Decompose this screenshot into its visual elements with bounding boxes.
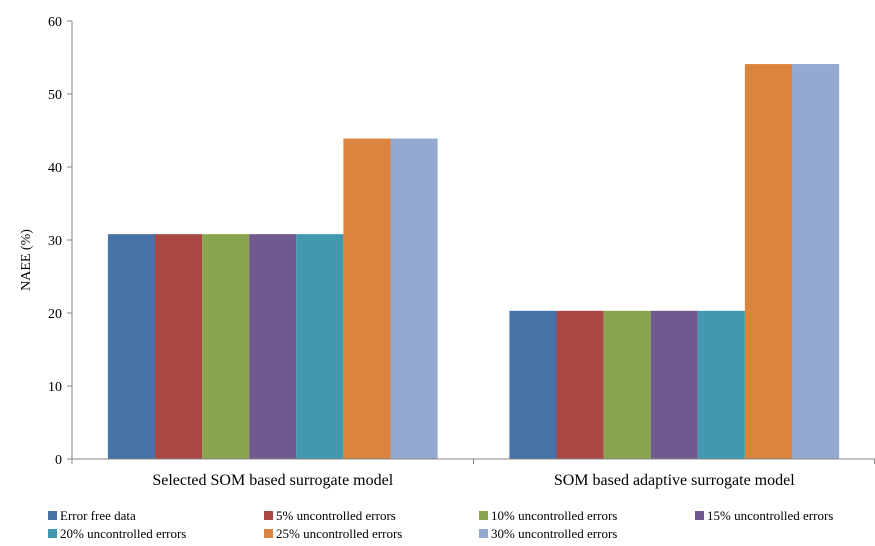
bar — [792, 64, 840, 459]
legend-swatch — [48, 511, 57, 520]
y-tick-marks — [67, 20, 72, 460]
bar — [343, 138, 391, 459]
legend-label: Error free data — [60, 508, 136, 523]
bar — [509, 310, 557, 459]
legend-item: 5% uncontrolled errors — [264, 508, 396, 524]
legend-item: 15% uncontrolled errors — [695, 508, 833, 524]
bar — [296, 234, 344, 459]
legend-item: 20% uncontrolled errors — [48, 526, 186, 542]
bar — [155, 234, 203, 459]
legend-swatch — [264, 529, 273, 538]
legend-label: 10% uncontrolled errors — [491, 508, 618, 523]
bar — [390, 138, 438, 459]
y-tick-label: 40 — [48, 161, 62, 176]
y-tick-label: 10 — [48, 380, 62, 395]
bar — [556, 310, 604, 459]
x-tick-marks — [71, 459, 875, 464]
x-category-label: SOM based adaptive surrogate model — [554, 472, 795, 489]
legend-swatch — [479, 511, 488, 520]
bar — [603, 310, 651, 459]
legend-item: 10% uncontrolled errors — [479, 508, 617, 524]
legend-label: 20% uncontrolled errors — [60, 526, 187, 541]
plot-area — [107, 64, 840, 459]
y-tick-label: 50 — [48, 88, 62, 103]
legend-swatch — [695, 511, 704, 520]
bar — [650, 310, 698, 459]
y-tick-labels: 0 10 20 30 40 50 60 — [48, 15, 62, 468]
x-category-labels: Selected SOM based surrogate model SOM ba… — [152, 472, 795, 489]
legend-label: 30% uncontrolled errors — [491, 526, 618, 541]
bar — [744, 64, 792, 459]
legend-swatch — [479, 529, 488, 538]
y-axis-title: NAEE (%) — [19, 229, 34, 291]
legend-swatch — [264, 511, 273, 520]
bar-chart: 0 10 20 30 40 50 60 Selected SOM based surroga… — [19, 15, 875, 489]
bar — [697, 310, 745, 459]
bar — [249, 234, 297, 459]
legend-label: 25% uncontrolled errors — [276, 526, 403, 541]
legend-label: 5% uncontrolled errors — [276, 508, 396, 523]
y-tick-label: 30 — [48, 234, 62, 249]
legend-swatch — [48, 529, 57, 538]
y-tick-label: 60 — [48, 15, 62, 30]
bar — [202, 234, 250, 459]
legend-item: Error free data — [48, 508, 136, 524]
legend-label: 15% uncontrolled errors — [707, 508, 834, 523]
bar — [107, 234, 155, 459]
legend-item: 25% uncontrolled errors — [264, 526, 402, 542]
legend: Error free data 5% uncontrolled errors 10%… — [0, 508, 875, 546]
legend-item: 30% uncontrolled errors — [479, 526, 617, 542]
y-tick-label: 0 — [55, 453, 62, 468]
x-category-label: Selected SOM based surrogate model — [152, 472, 393, 489]
y-tick-label: 20 — [48, 307, 62, 322]
